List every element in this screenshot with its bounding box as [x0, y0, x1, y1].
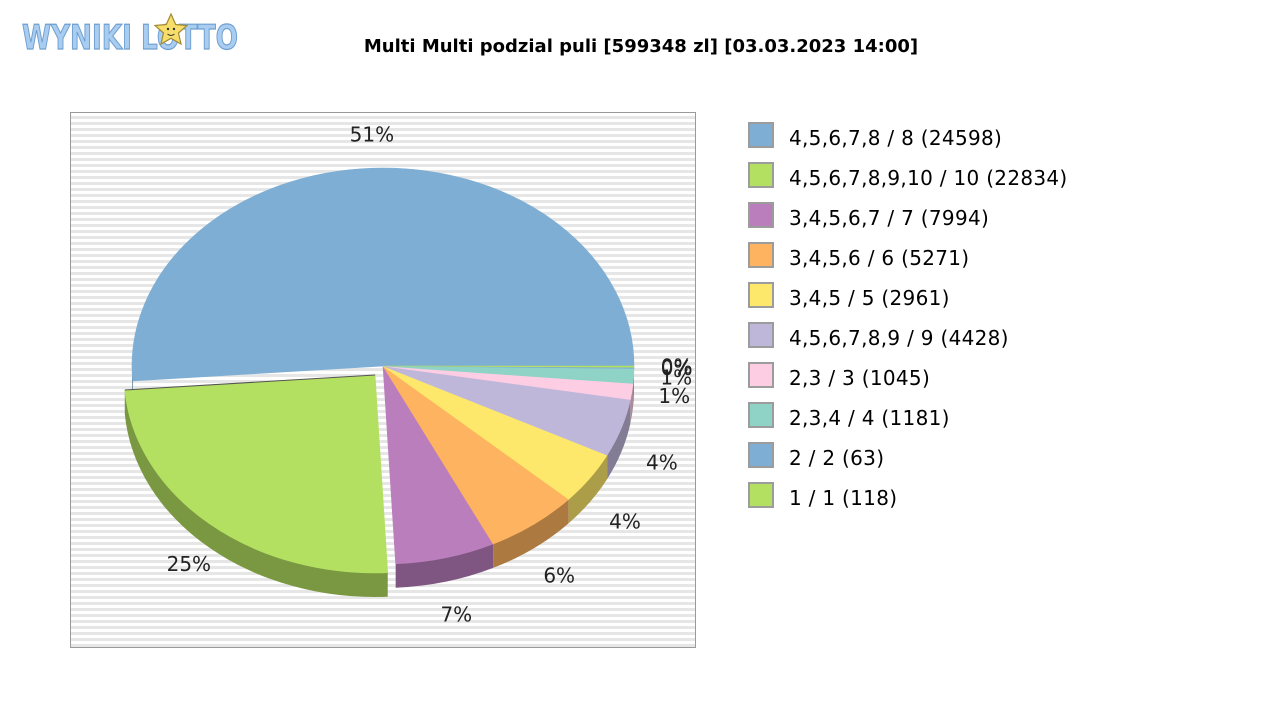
legend-label: 4,5,6,7,8,9 / 9 (4428) [789, 326, 1009, 350]
legend-label: 3,4,5,6 / 6 (5271) [789, 246, 970, 270]
pie-percent-label: 25% [167, 552, 211, 576]
legend-label: 4,5,6,7,8,9,10 / 10 (22834) [789, 166, 1068, 190]
legend-swatch [748, 122, 774, 148]
legend-label: 2 / 2 (63) [789, 446, 885, 470]
pie-slice-side [395, 543, 494, 588]
legend-swatch [748, 442, 774, 468]
legend-swatch [748, 282, 774, 308]
site-logo[interactable]: WYNIKI LOTTO [20, 10, 242, 60]
legend-swatch [748, 402, 774, 428]
legend-label: 4,5,6,7,8 / 8 (24598) [789, 126, 1003, 150]
legend-label: 2,3,4 / 4 (1181) [789, 406, 950, 430]
star-icon [153, 12, 189, 46]
legend-label: 3,4,5,6,7 / 7 (7994) [789, 206, 990, 230]
legend-label: 1 / 1 (118) [789, 486, 898, 510]
pie-percent-label: 4% [646, 451, 678, 475]
pie-slice-side [124, 389, 388, 598]
pie-slices [124, 167, 635, 574]
pie-slice [124, 374, 389, 574]
pie-slice-side [568, 455, 608, 524]
pie-slice [131, 167, 635, 382]
legend-label: 2,3 / 3 (1045) [789, 366, 931, 390]
legend-swatch [748, 242, 774, 268]
pie-percent-label: 0% [661, 355, 693, 379]
legend-swatch [748, 162, 774, 188]
pie-percent-label: 1% [658, 384, 690, 408]
pie-percent-labels: 51%25%7%6%4%4%1%1%0%0% [167, 123, 693, 627]
legend-label: 3,4,5 / 5 (2961) [789, 286, 950, 310]
pie-slice [382, 365, 635, 368]
pie-slice-edge [124, 374, 376, 391]
pie-percent-label: 1% [660, 366, 692, 390]
pie-slice-side [607, 399, 631, 480]
legend-swatch [748, 322, 774, 348]
legend-swatch [748, 202, 774, 228]
pie-percent-label: 0% [661, 356, 693, 380]
pie-percent-label: 51% [350, 123, 394, 147]
pie-slice-side [493, 499, 569, 568]
pie-percent-label: 4% [609, 509, 641, 533]
pie-percent-label: 7% [440, 602, 472, 626]
pie-side-walls [124, 366, 634, 598]
pie-slice-side [630, 383, 634, 424]
legend-swatch [748, 362, 774, 388]
legend-swatch [748, 482, 774, 508]
pie-percent-label: 6% [543, 563, 575, 587]
chart-title: Multi Multi podzial puli [599348 zl] [03… [363, 36, 919, 57]
logo-text: WYNIKI LOTTO [22, 18, 238, 58]
